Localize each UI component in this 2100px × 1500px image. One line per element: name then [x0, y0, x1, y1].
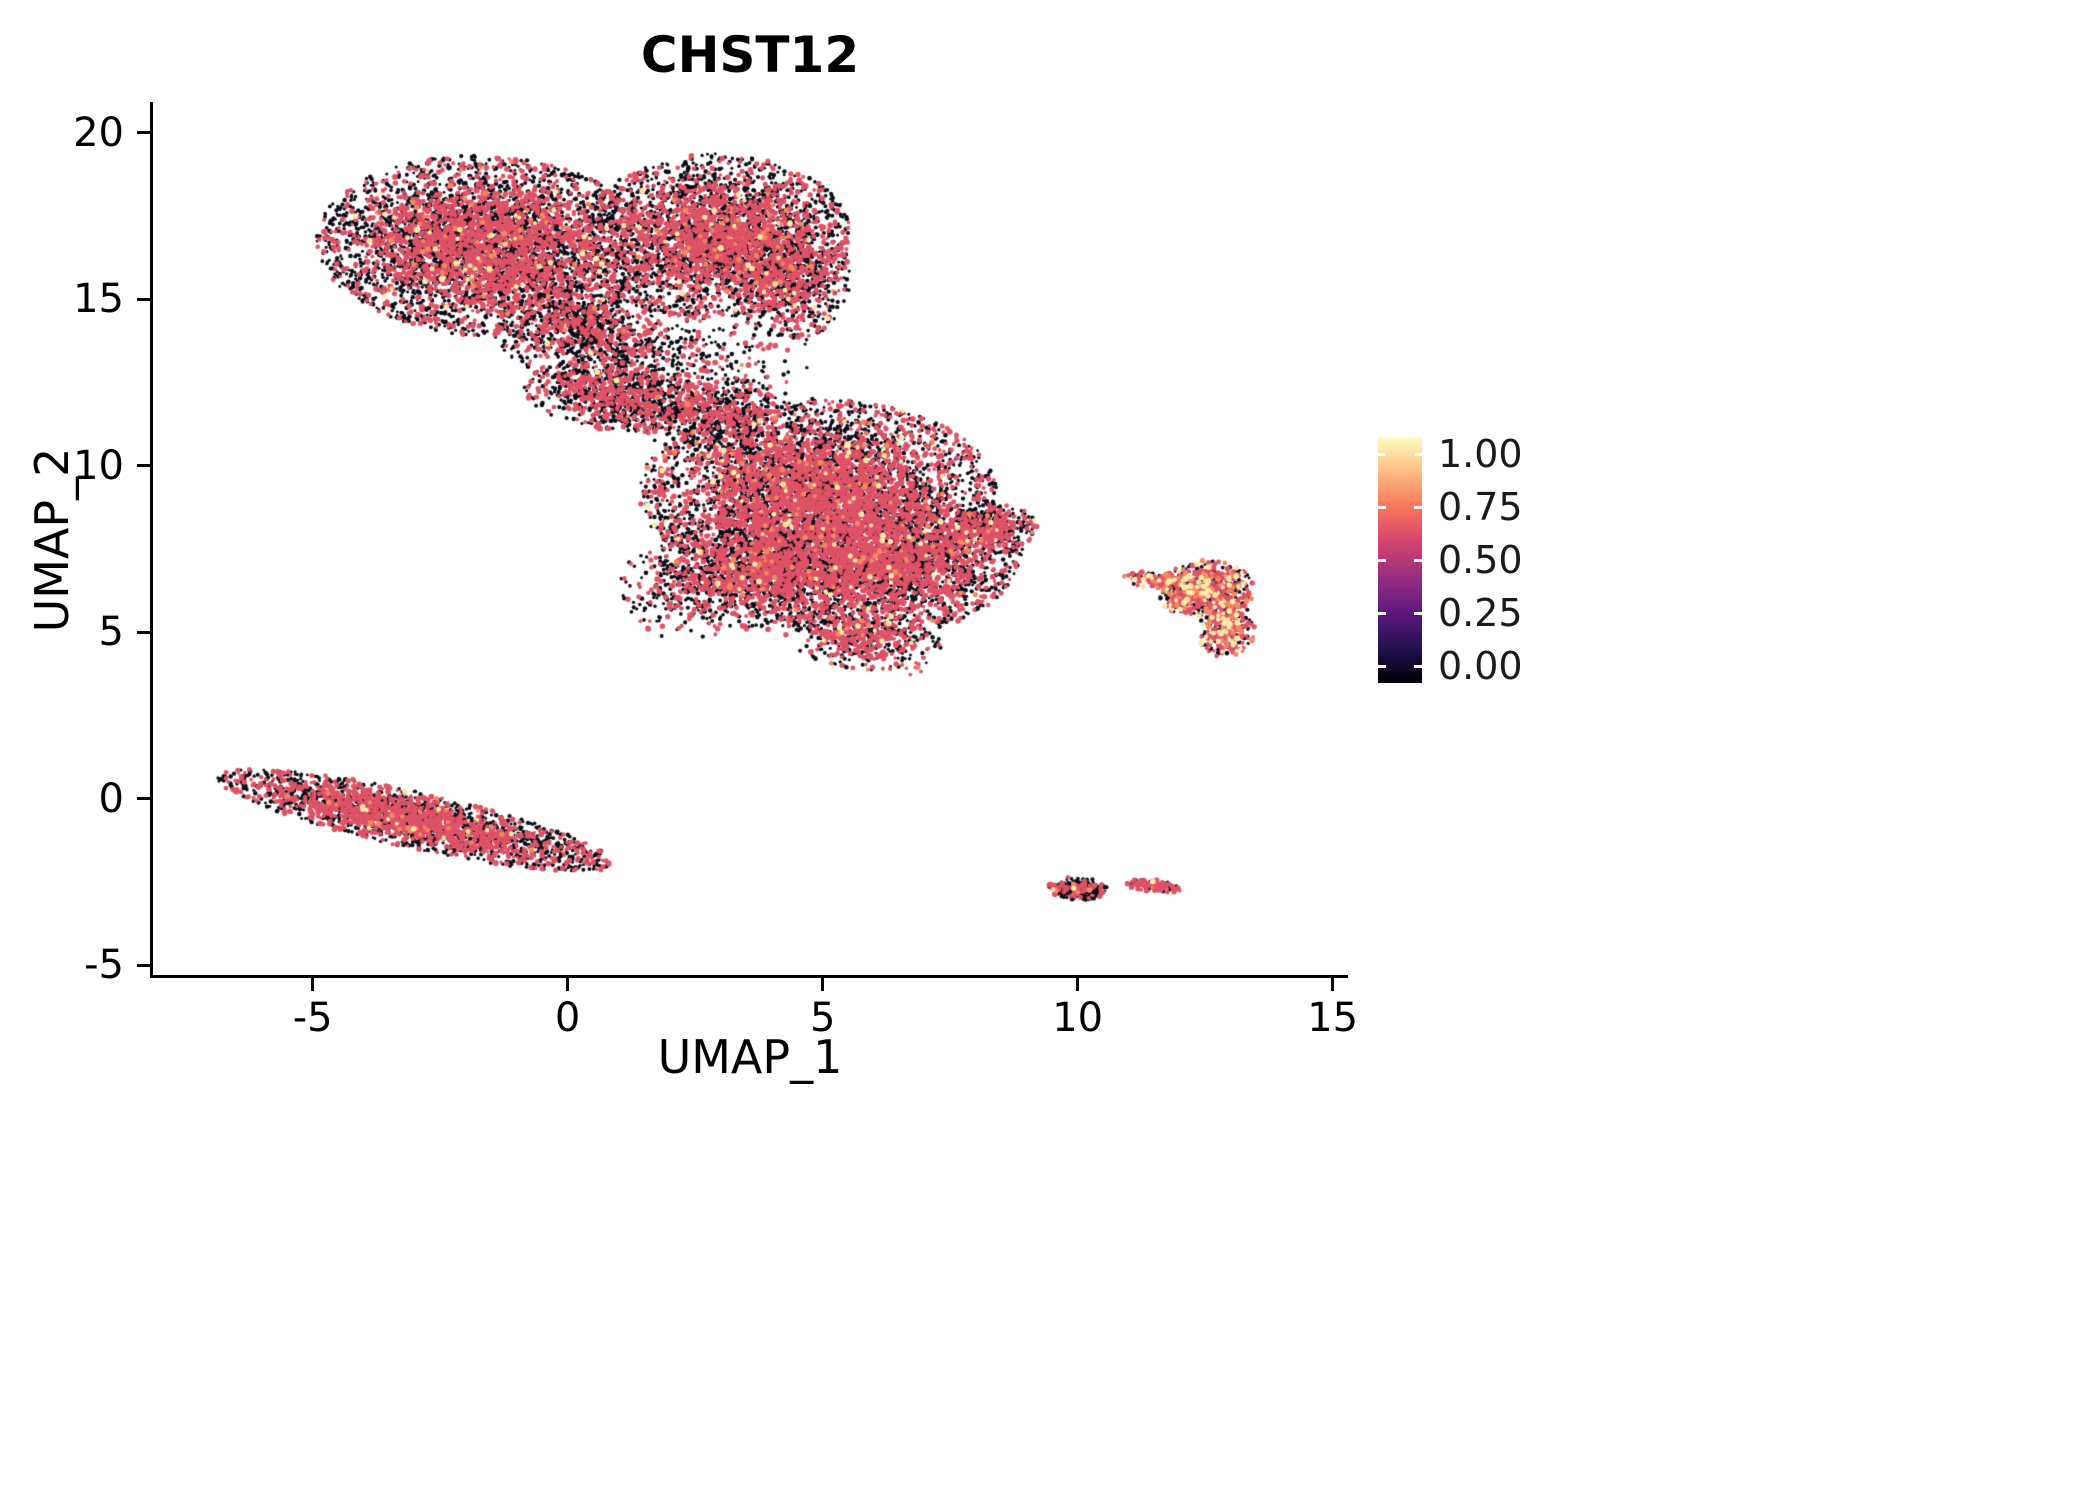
- colorbar-tick-label: 0.50: [1438, 538, 1523, 582]
- colorbar-tick-mark: [1378, 611, 1386, 615]
- y-axis-tick-label: 10: [73, 442, 124, 489]
- y-axis-tick-label: 15: [73, 276, 124, 323]
- y-axis-tick-label: 5: [98, 609, 124, 656]
- y-axis-tick-label: 0: [98, 775, 124, 822]
- umap-scatter-canvas: [152, 103, 1348, 975]
- y-axis-tick-label: 20: [73, 109, 124, 156]
- colorbar-tick-mark: [1414, 611, 1422, 615]
- x-axis-label: UMAP_1: [657, 1030, 843, 1084]
- x-axis-tick: [821, 977, 825, 991]
- colorbar-tick-label: 0.25: [1438, 591, 1523, 635]
- y-axis-tick: [137, 464, 151, 468]
- colorbar-tick-mark: [1378, 505, 1386, 509]
- colorbar-tick-label: 1.00: [1438, 432, 1523, 476]
- colorbar-tick-mark: [1414, 664, 1422, 668]
- colorbar-tick-label: 0.00: [1438, 644, 1523, 688]
- x-axis-tick: [1076, 977, 1080, 991]
- colorbar-tick-label: 0.75: [1438, 485, 1523, 529]
- y-axis-line: [150, 102, 153, 978]
- colorbar-tick-mark: [1378, 452, 1386, 456]
- y-axis-tick: [137, 630, 151, 634]
- y-axis-tick: [137, 297, 151, 301]
- colorbar-tick-mark: [1414, 452, 1422, 456]
- x-axis-line: [150, 975, 1348, 978]
- x-axis-tick: [311, 977, 315, 991]
- y-axis-tick: [137, 797, 151, 801]
- x-axis-tick-label: 10: [1052, 995, 1104, 1041]
- x-axis-tick-label: 15: [1307, 995, 1359, 1041]
- colorbar-tick-mark: [1378, 664, 1386, 668]
- x-axis-tick-label: 5: [809, 995, 836, 1041]
- colorbar-tick-mark: [1414, 505, 1422, 509]
- colorbar-tick-mark: [1414, 558, 1422, 562]
- x-axis-tick-label: 0: [554, 995, 581, 1041]
- x-axis-tick: [566, 977, 570, 991]
- y-axis-tick-label: -5: [84, 942, 124, 988]
- y-axis-tick: [137, 131, 151, 135]
- x-axis-tick: [1331, 977, 1335, 991]
- x-axis-tick-label: -5: [292, 995, 333, 1041]
- colorbar-tick-mark: [1378, 558, 1386, 562]
- y-axis-tick: [137, 963, 151, 967]
- plot-title: CHST12: [640, 26, 860, 84]
